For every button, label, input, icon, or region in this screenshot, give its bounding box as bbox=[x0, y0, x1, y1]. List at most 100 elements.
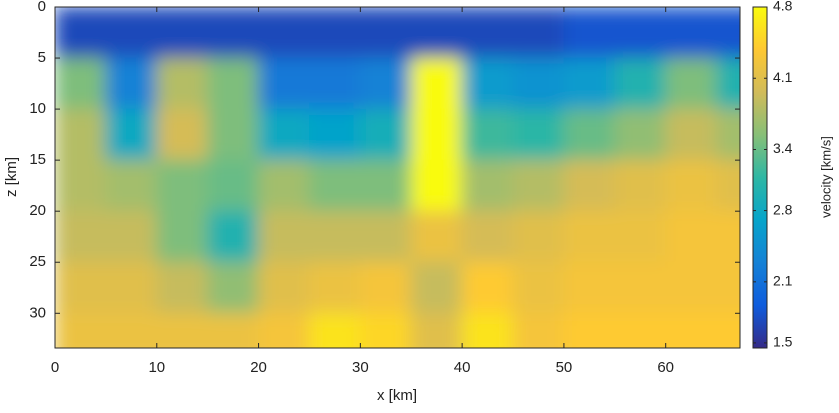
heat-cell bbox=[461, 312, 514, 348]
colorbar-tick-label: 2.8 bbox=[773, 201, 793, 217]
colorbar-tick-label: 4.1 bbox=[773, 69, 793, 85]
heat-cell bbox=[258, 108, 310, 161]
heat-cell bbox=[308, 57, 361, 110]
x-tick-label: 30 bbox=[352, 359, 369, 376]
heat-cell bbox=[308, 312, 361, 348]
x-tick-label: 40 bbox=[454, 359, 471, 376]
y-tick-label: 5 bbox=[38, 49, 46, 66]
x-tick-label: 0 bbox=[51, 359, 59, 376]
heat-cell bbox=[308, 7, 361, 59]
heat-cell bbox=[410, 210, 463, 263]
heat-cell bbox=[55, 312, 107, 348]
heat-cell bbox=[461, 57, 514, 110]
colorbar-label: velocity [km/s] bbox=[818, 136, 833, 218]
y-tick-label: 30 bbox=[29, 304, 46, 321]
heat-cell bbox=[665, 159, 718, 212]
heat-cell bbox=[258, 210, 310, 263]
heat-cell bbox=[716, 108, 740, 161]
heat-cell bbox=[716, 210, 740, 263]
heat-cell bbox=[156, 7, 209, 59]
heat-cell bbox=[359, 57, 412, 110]
heat-cell bbox=[105, 261, 158, 314]
heat-cell bbox=[512, 108, 565, 161]
heat-cell bbox=[563, 312, 616, 348]
heat-cell bbox=[156, 312, 209, 348]
heat-cell bbox=[359, 108, 412, 161]
colorbar-tick-label: 3.4 bbox=[773, 140, 793, 156]
heat-cell bbox=[614, 108, 667, 161]
heat-cell bbox=[461, 7, 514, 59]
heat-cell bbox=[359, 261, 412, 314]
heat-cell bbox=[410, 312, 463, 348]
x-tick-label: 20 bbox=[250, 359, 267, 376]
heat-cell bbox=[410, 108, 463, 161]
heat-cell bbox=[258, 7, 310, 59]
heat-cell bbox=[156, 108, 209, 161]
heat-cell bbox=[614, 7, 667, 59]
heat-cell bbox=[563, 7, 616, 59]
x-tick-label: 60 bbox=[657, 359, 674, 376]
heat-cell bbox=[156, 210, 209, 263]
heat-cell bbox=[614, 261, 667, 314]
heat-cell bbox=[461, 108, 514, 161]
heat-cell bbox=[156, 159, 209, 212]
heat-cell bbox=[614, 57, 667, 110]
y-tick-label: 15 bbox=[29, 151, 46, 168]
heat-cell bbox=[55, 159, 107, 212]
heat-cell bbox=[308, 159, 361, 212]
heat-cell bbox=[563, 108, 616, 161]
heat-cell bbox=[359, 7, 412, 59]
heat-cell bbox=[308, 261, 361, 314]
colorbar-tick-label: 2.1 bbox=[773, 273, 793, 289]
y-tick-label: 0 bbox=[38, 0, 46, 15]
heat-cell bbox=[207, 159, 260, 212]
plot-frame bbox=[54, 6, 741, 349]
heat-cell bbox=[207, 7, 260, 59]
heat-cell bbox=[207, 210, 260, 263]
heat-cell bbox=[614, 159, 667, 212]
heat-cell bbox=[55, 210, 107, 263]
heat-cell bbox=[665, 312, 718, 348]
colorbar-tick-label: 4.8 bbox=[773, 0, 793, 14]
heat-cell bbox=[614, 312, 667, 348]
heat-cell bbox=[207, 108, 260, 161]
heat-cell bbox=[461, 210, 514, 263]
heat-cell bbox=[716, 57, 740, 110]
heat-cell bbox=[665, 108, 718, 161]
heat-cell bbox=[156, 261, 209, 314]
heat-cell bbox=[461, 261, 514, 314]
heat-cell bbox=[207, 312, 260, 348]
heat-cell bbox=[665, 261, 718, 314]
heat-cell bbox=[716, 7, 740, 59]
heat-cell bbox=[563, 210, 616, 263]
heat-cell bbox=[512, 57, 565, 110]
heat-cell bbox=[105, 312, 158, 348]
heat-cell bbox=[359, 312, 412, 348]
heat-cell bbox=[105, 210, 158, 263]
heat-cell bbox=[461, 159, 514, 212]
heat-cell bbox=[55, 57, 107, 110]
heat-cell bbox=[512, 312, 565, 348]
heat-cell bbox=[512, 210, 565, 263]
heat-cell bbox=[308, 210, 361, 263]
heat-cell bbox=[359, 159, 412, 212]
x-tick-label: 50 bbox=[556, 359, 573, 376]
heat-cell bbox=[410, 7, 463, 59]
heat-cell bbox=[105, 108, 158, 161]
heat-cell bbox=[563, 261, 616, 314]
x-axis-label: x [km] bbox=[377, 387, 417, 404]
heat-cell bbox=[359, 210, 412, 263]
heat-cell bbox=[55, 261, 107, 314]
heat-cell bbox=[665, 210, 718, 263]
y-tick-label: 25 bbox=[29, 253, 46, 270]
heat-cell bbox=[410, 261, 463, 314]
heat-cell bbox=[308, 108, 361, 161]
y-tick-label: 20 bbox=[29, 202, 46, 219]
heat-cell bbox=[258, 57, 310, 110]
heat-cell bbox=[716, 312, 740, 348]
heat-cell bbox=[105, 7, 158, 59]
heat-cell bbox=[207, 261, 260, 314]
heat-cell bbox=[614, 210, 667, 263]
colorbar-tick-label: 1.5 bbox=[773, 334, 793, 350]
